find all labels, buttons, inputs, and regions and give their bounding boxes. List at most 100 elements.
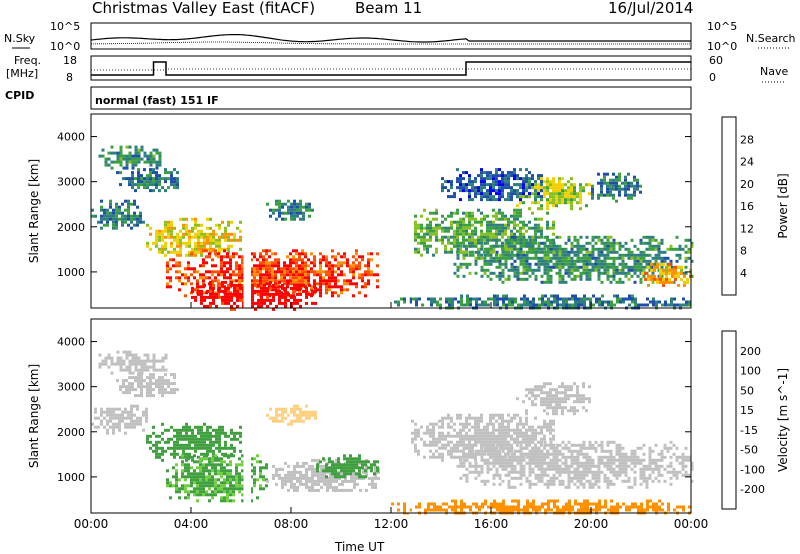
heatmap-cell — [277, 264, 280, 268]
heatmap-cell — [528, 183, 531, 187]
heatmap-cell — [235, 481, 238, 485]
heatmap-cell — [173, 391, 176, 395]
heatmap-cell — [175, 475, 178, 479]
heatmap-cell — [465, 419, 468, 423]
heatmap-cell — [122, 385, 125, 389]
heatmap-cell — [465, 422, 468, 426]
heatmap-cell — [176, 241, 179, 245]
heatmap-cell — [146, 244, 149, 248]
noise-tick-high-right: 10^5 — [707, 20, 737, 33]
heatmap-cell — [262, 249, 265, 253]
heatmap-cell — [308, 413, 311, 417]
heatmap-cell — [188, 425, 191, 429]
heatmap-cell — [287, 464, 290, 468]
heatmap-cell — [453, 428, 456, 432]
heatmap-cell — [429, 220, 432, 224]
heatmap-cell — [227, 247, 230, 251]
heatmap-cell — [462, 232, 465, 236]
heatmap-cell — [501, 223, 504, 227]
heatmap-cell — [118, 428, 121, 432]
heatmap-cell — [230, 244, 233, 248]
heatmap-cell — [352, 273, 355, 277]
heatmap-cell — [152, 394, 155, 398]
heatmap-cell — [190, 484, 193, 488]
heatmap-cell — [537, 183, 540, 187]
heatmap-cell — [540, 247, 543, 251]
heatmap-cell — [636, 187, 639, 191]
heatmap-cell — [501, 271, 505, 275]
heatmap-cell — [334, 258, 337, 262]
heatmap-cell — [579, 256, 583, 260]
heatmap-cell — [146, 186, 149, 190]
heatmap-cell — [143, 368, 147, 372]
heatmap-cell — [495, 189, 498, 193]
heatmap-cell — [265, 270, 268, 274]
heatmap-cell — [546, 461, 550, 465]
heatmap-cell — [621, 262, 625, 266]
heatmap-cell — [498, 446, 502, 450]
heatmap-cell — [651, 238, 655, 242]
heatmap-cell — [498, 473, 502, 477]
heatmap-cell — [295, 279, 298, 283]
heatmap-cell — [281, 419, 284, 423]
heatmap-cell — [319, 291, 322, 295]
heatmap-cell — [200, 425, 203, 429]
heatmap-cell — [498, 183, 501, 187]
heatmap-cell — [450, 250, 453, 254]
heatmap-cell — [583, 297, 586, 301]
heatmap-cell — [119, 171, 122, 175]
heatmap-cell — [295, 249, 298, 253]
heatmap-cell — [516, 413, 519, 417]
heatmap-cell — [456, 440, 459, 444]
heatmap-cell — [459, 443, 462, 447]
heatmap-cell — [119, 359, 123, 363]
heatmap-cell — [305, 410, 308, 414]
heatmap-cell — [272, 208, 275, 212]
heatmap-cell — [278, 467, 281, 471]
heatmap-cell — [607, 303, 610, 307]
heatmap-cell — [112, 214, 115, 218]
heatmap-cell — [367, 460, 370, 464]
heatmap-cell — [430, 300, 433, 304]
heatmap-cell — [552, 422, 555, 426]
heatmap-cell — [462, 250, 466, 254]
heatmap-cell — [663, 259, 667, 263]
heatmap-cell — [688, 300, 691, 304]
heatmap-cell — [250, 499, 253, 503]
heatmap-cell — [325, 279, 328, 283]
heatmap-cell — [208, 255, 211, 259]
heatmap-cell — [528, 235, 531, 239]
heatmap-cell — [630, 253, 634, 257]
heatmap-cell — [492, 434, 495, 438]
heatmap-cell — [474, 259, 478, 263]
heatmap-cell — [489, 198, 492, 202]
heatmap-cell — [227, 286, 230, 290]
heatmap-cell — [600, 271, 604, 275]
heatmap-cell — [199, 478, 202, 482]
heatmap-cell — [444, 416, 447, 420]
heatmap-cell — [510, 241, 513, 245]
heatmap-cell — [241, 475, 244, 479]
heatmap-cell — [480, 268, 484, 272]
heatmap-cell — [444, 229, 447, 233]
heatmap-cell — [266, 479, 269, 483]
heatmap-cell — [687, 238, 691, 242]
heatmap-cell — [167, 220, 170, 224]
heatmap-cell — [352, 261, 355, 265]
heatmap-cell — [187, 475, 190, 479]
heatmap-cell — [125, 157, 129, 161]
heatmap-cell — [184, 294, 187, 298]
heatmap-cell — [480, 186, 483, 190]
heatmap-cell — [139, 211, 142, 215]
heatmap-cell — [516, 174, 519, 178]
heatmap-cell — [507, 268, 511, 272]
heatmap-cell — [468, 241, 471, 245]
heatmap-cell — [465, 452, 468, 456]
heatmap-cell — [313, 261, 316, 265]
heatmap-cell — [519, 192, 522, 196]
heatmap-cell — [653, 277, 656, 281]
heatmap-cell — [435, 229, 438, 233]
heatmap-cell — [100, 214, 103, 218]
heatmap-cell — [540, 467, 544, 471]
heatmap-cell — [167, 428, 170, 432]
